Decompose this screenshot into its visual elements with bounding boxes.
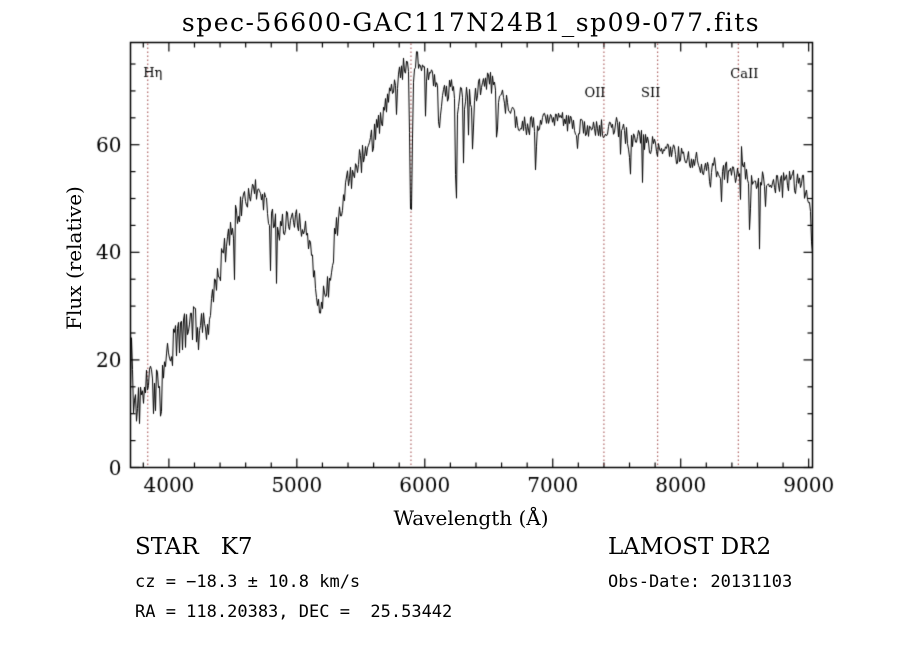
x-axis-label: Wavelength (Å) [393, 506, 549, 530]
y-axis-label: Flux (relative) [62, 186, 86, 330]
object-class-label: STAR K7 [135, 534, 253, 560]
survey-release-label: LAMOST DR2 [608, 534, 772, 560]
redshift-velocity-text: cz = −18.3 ± 10.8 km/s [135, 572, 361, 592]
coordinates-text: RA = 118.20383, DEC = 25.53442 [135, 602, 453, 622]
chart-title: spec-56600-GAC117N24B1_sp09-077.fits [181, 8, 761, 37]
obs-date-text: Obs-Date: 20131103 [608, 572, 793, 592]
